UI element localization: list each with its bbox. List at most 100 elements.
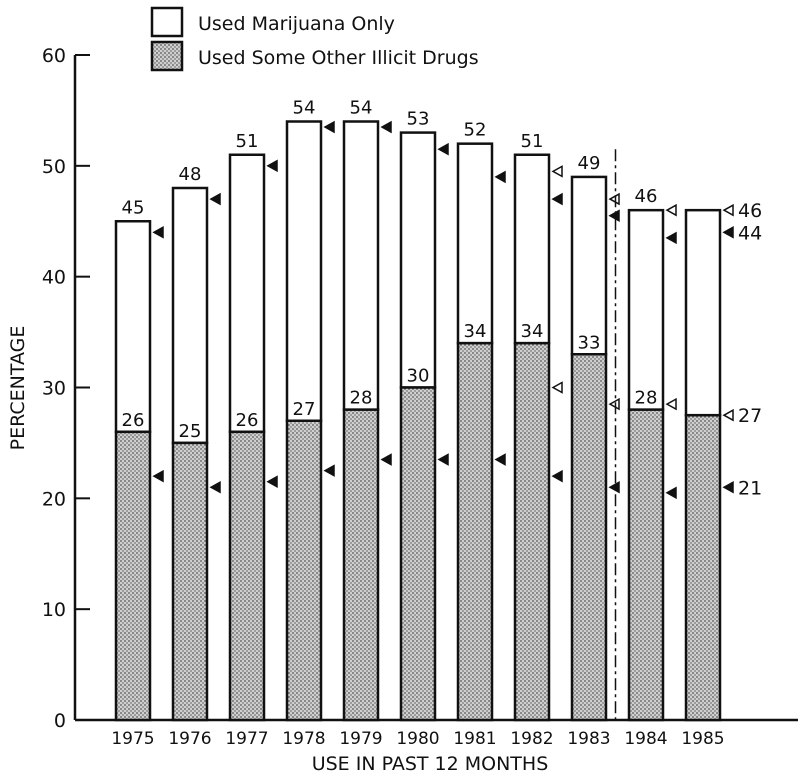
filled-marker — [152, 226, 164, 239]
x-axis-label: USE IN PAST 12 MONTHS — [312, 753, 549, 775]
hollow-marker — [608, 397, 620, 411]
bar-other-illicit — [399, 386, 437, 722]
hollow-marker — [665, 397, 677, 411]
bar-marijuana-only — [513, 153, 551, 345]
bar-marijuana-only — [171, 186, 209, 445]
x-tick-label: 1982 — [510, 729, 553, 749]
filled-marker — [152, 469, 164, 483]
y-tick-label: 40 — [42, 267, 66, 289]
filled-marker — [608, 480, 620, 494]
bar-other-illicit — [570, 353, 608, 722]
bar-other-illicit — [228, 430, 266, 722]
filled-marker — [551, 469, 563, 483]
bar-marijuana-only — [285, 120, 323, 422]
data-label-other: 30 — [407, 366, 430, 387]
data-label-total: 45 — [122, 197, 145, 218]
filled-marker — [380, 453, 392, 466]
filled-marker — [494, 453, 506, 466]
bars: 45 26 48 25 51 26 54 27 54 28 53 30 52 34 51 34 49 33 46 28 — [114, 98, 722, 722]
data-label-total: 51 — [236, 131, 259, 152]
data-label-other: 25 — [179, 421, 202, 442]
y-tick-label: 20 — [42, 488, 66, 510]
y-tick-label: 60 — [42, 45, 66, 67]
y-axis-ticks: 0 10 20 30 40 50 60 — [42, 45, 90, 732]
data-label-other: 27 — [293, 399, 316, 420]
data-label-total: 46 — [635, 186, 658, 207]
data-label-total: 54 — [293, 98, 316, 119]
data-label-total: 49 — [578, 153, 601, 174]
legend-label-marijuana: Used Marijuana Only — [198, 13, 395, 35]
bar-marijuana-only — [114, 220, 152, 434]
data-label-total: 48 — [179, 164, 202, 185]
filled-marker — [722, 226, 734, 239]
filled-marker — [380, 120, 392, 134]
bar-marijuana-only — [570, 175, 608, 356]
data-label-other: 33 — [578, 332, 601, 353]
bar-other-illicit — [114, 430, 152, 722]
x-tick-label: 1980 — [396, 729, 439, 749]
legend-swatch-marijuana — [150, 6, 184, 38]
hollow-marker — [722, 203, 734, 217]
x-tick-label: 1985 — [681, 729, 724, 749]
bar-other-illicit — [513, 341, 551, 722]
y-tick-label: 30 — [42, 378, 66, 400]
filled-marker — [209, 480, 221, 494]
filled-marker — [665, 486, 677, 500]
label-1985-other: 27 — [738, 405, 762, 427]
hollow-marker — [665, 203, 677, 217]
data-label-other: 34 — [521, 321, 544, 342]
hollow-marker — [551, 165, 563, 178]
x-tick-label: 1978 — [282, 729, 325, 749]
y-axis-label: PERCENTAGE — [7, 326, 29, 451]
x-axis-tick-labels: 1975 1976 1977 1978 1979 1980 1981 1982 1983 1984… — [111, 729, 724, 749]
filled-marker — [722, 480, 734, 494]
data-label-other: 26 — [236, 410, 259, 431]
bar-other-illicit — [627, 408, 665, 722]
legend-swatch-other — [150, 40, 184, 72]
bar-other-illicit — [684, 413, 722, 722]
bar-other-illicit — [456, 341, 494, 722]
data-label-other: 34 — [464, 321, 487, 342]
x-tick-label: 1983 — [567, 729, 610, 749]
bar-marijuana-only — [342, 120, 380, 411]
y-tick-label: 0 — [54, 710, 66, 732]
legend-label-other: Used Some Other Illicit Drugs — [198, 47, 479, 69]
label-1985-marker-total: 44 — [738, 222, 762, 244]
filled-marker — [266, 475, 278, 488]
bar-marijuana-only — [684, 208, 722, 417]
x-tick-label: 1984 — [624, 729, 667, 749]
label-1985-total: 46 — [738, 200, 762, 222]
filled-marker — [266, 159, 278, 173]
x-tick-label: 1977 — [225, 729, 268, 749]
hollow-marker — [551, 381, 563, 394]
filled-marker — [323, 464, 335, 477]
filled-marker — [323, 120, 335, 134]
data-label-total: 52 — [464, 120, 487, 141]
legend: Used Marijuana Only Used Some Other Illi… — [150, 6, 479, 72]
filled-marker — [608, 209, 620, 222]
bar-other-illicit — [285, 419, 323, 722]
markers — [152, 120, 734, 500]
data-label-other: 28 — [350, 388, 373, 409]
filled-marker — [437, 142, 449, 156]
data-label-total: 53 — [407, 109, 430, 130]
data-label-total: 51 — [521, 131, 544, 152]
hollow-marker — [608, 192, 620, 206]
filled-marker — [209, 192, 221, 206]
filled-marker — [437, 453, 449, 466]
x-tick-label: 1979 — [339, 729, 382, 749]
bar-marijuana-only — [627, 208, 665, 411]
y-tick-label: 10 — [42, 599, 66, 621]
data-label-total: 54 — [350, 98, 373, 119]
label-1985-marker-other: 21 — [738, 477, 762, 499]
bar-other-illicit — [342, 408, 380, 722]
y-tick-label: 50 — [42, 156, 66, 178]
bar-other-illicit — [171, 441, 209, 722]
x-tick-label: 1976 — [168, 729, 211, 749]
filled-marker — [494, 170, 506, 184]
filled-marker — [665, 231, 677, 245]
hollow-marker — [722, 408, 734, 422]
bar-marijuana-only — [228, 153, 266, 434]
data-label-other: 28 — [635, 388, 658, 409]
